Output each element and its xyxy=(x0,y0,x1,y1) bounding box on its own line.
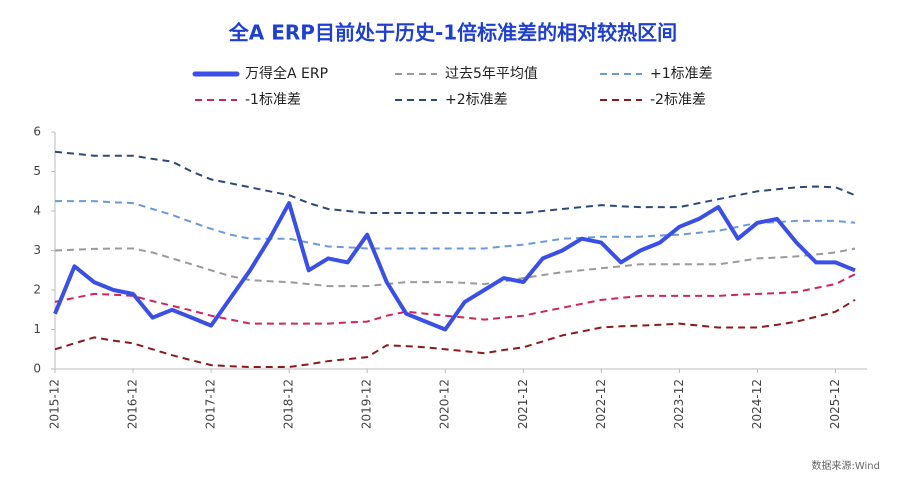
y-tick-label: 0 xyxy=(33,362,41,376)
x-tick-label: 2017-12 xyxy=(204,379,218,429)
series-line xyxy=(55,200,856,250)
x-tick-label: 2018-12 xyxy=(282,379,296,429)
series-line xyxy=(54,273,856,325)
source-note: 数据来源:Wind xyxy=(811,459,880,472)
x-tick-label: 2022-12 xyxy=(594,379,608,429)
x-tick-label: 2021-12 xyxy=(516,379,530,429)
chart-title: 全A ERP目前处于历史-1倍标准差的相对较热区间 xyxy=(228,21,677,45)
legend-label: 过去5年平均值 xyxy=(445,66,538,82)
y-tick-label: 1 xyxy=(33,322,41,336)
series-line xyxy=(54,299,856,368)
y-tick-label: 3 xyxy=(33,243,41,257)
x-tick-label: 2025-12 xyxy=(828,379,842,429)
legend-label: 万得全A ERP xyxy=(245,65,328,82)
x-tick-label: 2024-12 xyxy=(750,379,764,429)
legend-label: -1标准差 xyxy=(245,92,301,108)
legend-label: +2标准差 xyxy=(445,92,508,108)
x-tick-label: 2019-12 xyxy=(360,379,374,429)
y-tick-label: 4 xyxy=(33,204,41,218)
series-line xyxy=(53,201,856,332)
legend-label: -2标准差 xyxy=(650,92,706,108)
x-tick-label: 2020-12 xyxy=(438,379,452,429)
x-tick-label: 2023-12 xyxy=(672,379,686,429)
series-line xyxy=(54,247,856,288)
x-tick-label: 2015-12 xyxy=(48,379,62,429)
y-tick-label: 2 xyxy=(33,283,41,297)
y-tick-label: 6 xyxy=(33,125,41,139)
y-tick-label: 5 xyxy=(33,164,41,178)
series-line xyxy=(54,150,856,214)
legend-label: +1标准差 xyxy=(650,66,713,82)
x-tick-label: 2016-12 xyxy=(126,379,140,429)
